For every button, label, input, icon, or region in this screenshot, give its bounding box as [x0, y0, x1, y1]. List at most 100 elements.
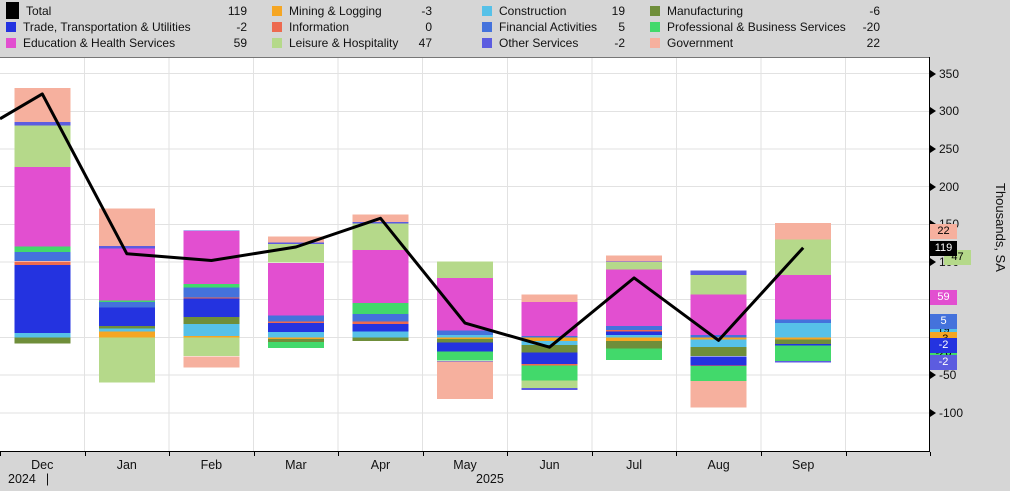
y-tick-label: 300	[939, 104, 960, 119]
legend-value: 19	[611, 4, 625, 18]
bar-segment	[98, 331, 155, 338]
bar-segment	[352, 223, 409, 250]
bar-segment	[183, 287, 240, 298]
legend-value: -3	[421, 4, 432, 18]
legend-label: Trade, Transportation & Utilities	[23, 20, 191, 34]
legend-label: Professional & Business Services	[667, 20, 846, 34]
y-tick: 350	[930, 66, 960, 81]
legend-item-other-services[interactable]: Other Services -2	[432, 35, 625, 51]
bar-segment	[521, 335, 578, 338]
y-tick-label: -50	[939, 368, 957, 383]
legend-label: Manufacturing	[667, 4, 744, 18]
y-tick: -50	[930, 368, 957, 383]
bar-segment	[690, 347, 747, 357]
legend-label: Government	[667, 36, 734, 50]
bar-segment	[606, 329, 663, 332]
x-axis-label: Apr	[370, 458, 391, 472]
legend-item-professional-business-services[interactable]: Professional & Business Services -20	[625, 19, 880, 35]
bar-segment	[521, 365, 578, 381]
bar-segment	[437, 330, 493, 336]
x-axis-label: Feb	[200, 458, 223, 472]
legend-label: Construction	[499, 4, 567, 18]
legend-value: 5	[618, 20, 625, 34]
x-tick	[338, 452, 340, 456]
legend-item-government[interactable]: Government 22	[625, 35, 880, 51]
chart-canvas	[0, 57, 930, 452]
bar-segment	[98, 248, 155, 301]
bar-segment	[14, 121, 71, 126]
legend-swatch-icon	[6, 38, 16, 48]
tick-arrow-icon	[930, 258, 936, 267]
bar-segment	[437, 338, 493, 343]
bar-segment	[690, 274, 747, 295]
legend-label: Leisure & Hospitality	[289, 36, 399, 50]
bar-segment	[98, 307, 155, 327]
bar-segment	[267, 323, 324, 333]
legend-item-total[interactable]: Total 119	[6, 1, 272, 19]
legend-item-financial-activities[interactable]: Financial Activities 5	[432, 19, 625, 35]
legend-value: -2	[614, 36, 625, 50]
bar-segment	[183, 230, 240, 232]
y-tick-label: -100	[939, 405, 964, 420]
bar-segment	[606, 337, 663, 342]
y-tick: 250	[930, 142, 959, 156]
bar-segment	[437, 261, 493, 278]
bar-segment	[98, 208, 155, 247]
legend-value: 22	[866, 36, 880, 50]
bar-segment	[352, 222, 409, 224]
legend-item-trade-transportation-utilities[interactable]: Trade, Transportation & Utilities -2	[6, 19, 272, 35]
bar-segment	[775, 339, 832, 345]
legend-item-education-health-services[interactable]: Education & Health Services 59	[6, 35, 272, 51]
y-axis: 350300250200150100500-50-10019-3-2047221…	[930, 57, 1010, 452]
x-tick	[84, 452, 86, 456]
bar-segment	[267, 338, 324, 342]
bar-segment	[690, 270, 747, 275]
bar-segment	[690, 294, 747, 336]
x-tick	[845, 452, 847, 456]
y-tick-label: 350	[939, 66, 960, 81]
legend-swatch-icon	[6, 1, 19, 19]
x-axis-label: Jul	[626, 458, 643, 472]
y-tick-label: 200	[939, 179, 960, 194]
bar-segment	[521, 345, 578, 353]
bar-segment	[98, 300, 155, 302]
legend-item-manufacturing[interactable]: Manufacturing -6	[625, 3, 880, 19]
legend-swatch-icon	[482, 6, 492, 16]
bar-segment	[521, 337, 578, 342]
legend-value: 119	[227, 4, 247, 18]
x-tick	[760, 452, 762, 456]
axis-value-badge: 119	[930, 240, 957, 256]
bar-segment	[267, 262, 324, 316]
bar-segment	[775, 337, 832, 340]
bar-segment	[14, 337, 71, 344]
bar-segment	[775, 360, 832, 363]
bar-segment	[183, 317, 240, 324]
bar-segment	[352, 302, 409, 314]
legend-swatch-icon	[650, 22, 660, 32]
legend-value: 47	[418, 36, 432, 50]
x-tick	[930, 452, 931, 456]
legend-item-leisure-hospitality[interactable]: Leisure & Hospitality 47	[272, 35, 432, 51]
legend-swatch-icon	[650, 6, 660, 16]
x-axis-label: Dec	[31, 458, 54, 472]
legend-item-construction[interactable]: Construction 19	[432, 3, 625, 19]
bar-segment	[521, 380, 578, 388]
bar-segment	[267, 341, 324, 348]
legend-item-mining-logging[interactable]: Mining & Logging -3	[272, 3, 432, 19]
legend-label: Information	[289, 20, 350, 34]
bar-segment	[775, 323, 832, 338]
bar-segment	[14, 332, 71, 338]
legend-item-information[interactable]: Information 0	[272, 19, 432, 35]
bar-segment	[14, 167, 71, 247]
bar-segment	[775, 222, 832, 240]
bar-segment	[183, 298, 240, 317]
x-axis-year-left: 2024 |	[8, 472, 49, 486]
legend-value: 0	[425, 20, 432, 34]
bar-segment	[14, 261, 71, 266]
bar-segment	[98, 246, 155, 249]
x-axis-label: Sep	[792, 458, 815, 472]
x-tick	[591, 452, 593, 456]
x-axis-label: Jun	[539, 458, 560, 472]
bar-segment	[521, 352, 578, 364]
